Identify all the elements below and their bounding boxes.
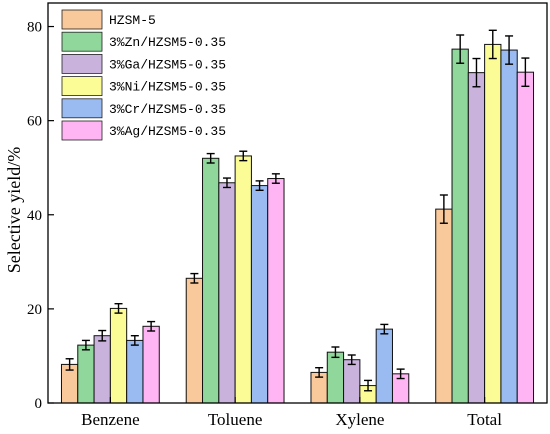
bar bbox=[435, 208, 453, 404]
error-bar bbox=[130, 335, 139, 346]
bar bbox=[109, 307, 128, 404]
bar bbox=[234, 155, 252, 404]
bar bbox=[451, 48, 469, 404]
error-bar bbox=[488, 29, 497, 60]
legend-swatch bbox=[61, 9, 103, 30]
error-bar bbox=[315, 367, 324, 378]
error-bar bbox=[255, 180, 264, 191]
legend-swatch bbox=[61, 120, 103, 141]
legend-item: 3%Zn/HZSM5-0.35 bbox=[61, 31, 226, 52]
error-bar bbox=[472, 57, 481, 88]
error-bar bbox=[396, 368, 405, 380]
legend-swatch bbox=[61, 98, 103, 119]
bar bbox=[484, 43, 502, 404]
legend-label: HZSM-5 bbox=[109, 13, 156, 28]
y-tick-label: 0 bbox=[35, 396, 43, 412]
y-tick-label: 80 bbox=[27, 20, 42, 36]
error-bar bbox=[98, 329, 107, 342]
y-tick-label: 40 bbox=[27, 208, 42, 224]
bar bbox=[500, 49, 518, 404]
x-tick-label: Toluene bbox=[208, 410, 263, 429]
y-tick-label: 60 bbox=[27, 114, 42, 130]
bar bbox=[142, 325, 160, 404]
legend-item: 3%Ag/HZSM5-0.35 bbox=[61, 120, 226, 141]
bar bbox=[375, 328, 393, 404]
bar bbox=[202, 157, 220, 404]
y-tick-label: 20 bbox=[27, 302, 42, 318]
bar bbox=[326, 351, 345, 404]
error-bar bbox=[380, 323, 389, 335]
error-bar bbox=[190, 272, 199, 284]
y-axis-title: Selective yield/% bbox=[4, 147, 24, 273]
legend-label: 3%Ag/HZSM5-0.35 bbox=[109, 124, 226, 139]
error-bar bbox=[81, 339, 90, 351]
bar bbox=[516, 71, 535, 404]
legend-item: 3%Ga/HZSM5-0.35 bbox=[61, 54, 226, 74]
bar bbox=[126, 339, 144, 404]
legend-label: 3%Ni/HZSM5-0.35 bbox=[109, 80, 226, 95]
bar bbox=[250, 185, 269, 404]
legend-label: 3%Cr/HZSM5-0.35 bbox=[109, 102, 226, 117]
error-bar bbox=[456, 34, 465, 64]
error-bar bbox=[239, 150, 248, 162]
axes-layer: 0 20 40 60 80 Benzene Toluene Xylene Total bbox=[27, 2, 548, 429]
x-tick-label: Benzene bbox=[81, 410, 140, 429]
plot-frame bbox=[47, 2, 548, 404]
error-bar bbox=[439, 194, 448, 224]
error-bar bbox=[65, 358, 74, 371]
legend-item: HZSM-5 bbox=[61, 9, 156, 30]
legend-swatch bbox=[61, 31, 103, 52]
bar bbox=[343, 359, 361, 404]
error-bars-layer bbox=[65, 29, 530, 392]
error-bar bbox=[347, 354, 356, 366]
legend-label: 3%Zn/HZSM5-0.35 bbox=[109, 35, 226, 50]
legend-item: 3%Cr/HZSM5-0.35 bbox=[61, 98, 226, 119]
error-bar bbox=[505, 35, 514, 65]
error-bar bbox=[271, 173, 280, 184]
bar bbox=[185, 277, 204, 404]
bar bbox=[267, 178, 285, 404]
legend: HZSM-5 3%Zn/HZSM5-0.35 3%Ga/HZSM5-0.35 3%Ni… bbox=[61, 9, 226, 141]
legend-label: 3%Ga/HZSM5-0.35 bbox=[109, 57, 226, 72]
bars-layer bbox=[60, 43, 535, 404]
x-tick-label: Total bbox=[467, 410, 502, 429]
error-bar bbox=[521, 57, 530, 87]
bar bbox=[467, 72, 486, 404]
legend-item: 3%Ni/HZSM5-0.35 bbox=[61, 76, 226, 96]
bar bbox=[218, 182, 236, 404]
bar bbox=[77, 344, 95, 404]
bar bbox=[93, 335, 111, 404]
error-bar bbox=[147, 320, 156, 332]
error-bar bbox=[364, 379, 373, 392]
legend-swatch bbox=[61, 54, 103, 74]
error-bar bbox=[114, 303, 123, 314]
legend-swatch bbox=[61, 76, 103, 96]
error-bar bbox=[331, 346, 340, 359]
error-bar bbox=[222, 177, 231, 189]
x-tick-label: Xylene bbox=[335, 410, 384, 429]
error-bar bbox=[206, 152, 215, 164]
